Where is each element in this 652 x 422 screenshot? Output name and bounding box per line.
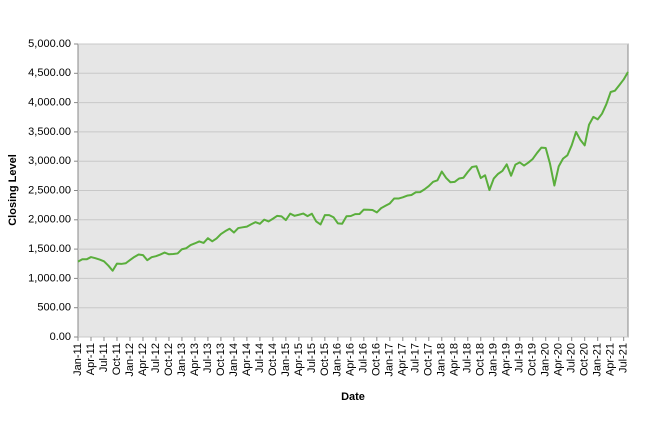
x-tick-label: Oct-12 <box>163 343 175 376</box>
y-tick-label: 2,000.00 <box>28 214 71 226</box>
x-tick-label: Apr-13 <box>189 343 201 376</box>
x-tick-label: Jan-21 <box>592 343 604 377</box>
x-tick-label: Jan-16 <box>332 343 344 377</box>
x-tick-label: Jan-11 <box>72 343 84 376</box>
x-tick-label: Apr-14 <box>241 343 253 376</box>
y-tick-label: 500.00 <box>37 302 71 314</box>
x-tick-label: Oct-11 <box>111 343 123 375</box>
x-tick-label: Apr-12 <box>137 343 149 376</box>
x-tick-label: Apr-15 <box>293 343 305 376</box>
y-tick-label: 4,000.00 <box>28 97 71 109</box>
data-line <box>77 71 629 272</box>
y-tick-label: 1,500.00 <box>28 243 71 255</box>
x-tick-label: Jan-13 <box>176 343 188 377</box>
y-tick-label: 3,500.00 <box>28 126 71 138</box>
x-tick-label: Jan-14 <box>228 343 240 377</box>
y-tick-label: 3,000.00 <box>28 155 71 167</box>
x-tick-label: Jan-17 <box>384 343 396 377</box>
x-tick-label: Jan-15 <box>280 343 292 377</box>
x-tick-label: Apr-20 <box>553 343 565 376</box>
x-tick-label: Jan-12 <box>124 343 136 377</box>
x-tick-label: Jan-19 <box>488 343 500 377</box>
x-tick-label: Apr-11 <box>85 343 97 375</box>
x-tick-label: Jul-11 <box>98 343 110 372</box>
y-tick-label: 0.00 <box>50 331 71 343</box>
x-tick-label: Jul-16 <box>358 343 370 373</box>
x-tick-label: Oct-18 <box>475 343 487 376</box>
y-tick-label: 5,000.00 <box>28 38 71 50</box>
x-tick-label: Apr-19 <box>501 343 513 376</box>
x-axis-title: Date <box>341 391 365 403</box>
x-tick-label: Jul-21 <box>618 343 630 373</box>
y-axis-title: Closing Level <box>7 154 19 226</box>
x-tick-label: Jul-18 <box>462 343 474 373</box>
x-tick-label: Jul-15 <box>306 343 318 373</box>
x-tick-label: Oct-13 <box>215 343 227 376</box>
y-tick-label: 4,500.00 <box>28 67 71 79</box>
x-tick-label: Oct-20 <box>579 343 591 376</box>
x-tick-label: Jul-12 <box>150 343 162 373</box>
x-tick-label: Apr-18 <box>449 343 461 376</box>
y-tick-label: 2,500.00 <box>28 184 71 196</box>
x-tick-label: Jul-20 <box>566 343 578 373</box>
x-tick-label: Oct-14 <box>267 343 279 376</box>
x-tick-label: Jan-18 <box>436 343 448 377</box>
x-tick-label: Apr-17 <box>397 343 409 376</box>
x-tick-label: Jul-13 <box>202 343 214 373</box>
x-tick-label: Oct-19 <box>527 343 539 376</box>
x-tick-label: Jan-20 <box>540 343 552 377</box>
x-tick-label: Jul-17 <box>410 343 422 373</box>
x-tick-label: Apr-21 <box>605 343 617 376</box>
x-tick-label: Oct-15 <box>319 343 331 376</box>
y-tick-label: 1,000.00 <box>28 272 71 284</box>
x-tick-label: Oct-17 <box>423 343 435 376</box>
x-tick-label: Apr-16 <box>345 343 357 376</box>
x-tick-label: Oct-16 <box>371 343 383 376</box>
x-tick-label: Jul-14 <box>254 343 266 373</box>
x-tick-label: Jul-19 <box>514 343 526 373</box>
